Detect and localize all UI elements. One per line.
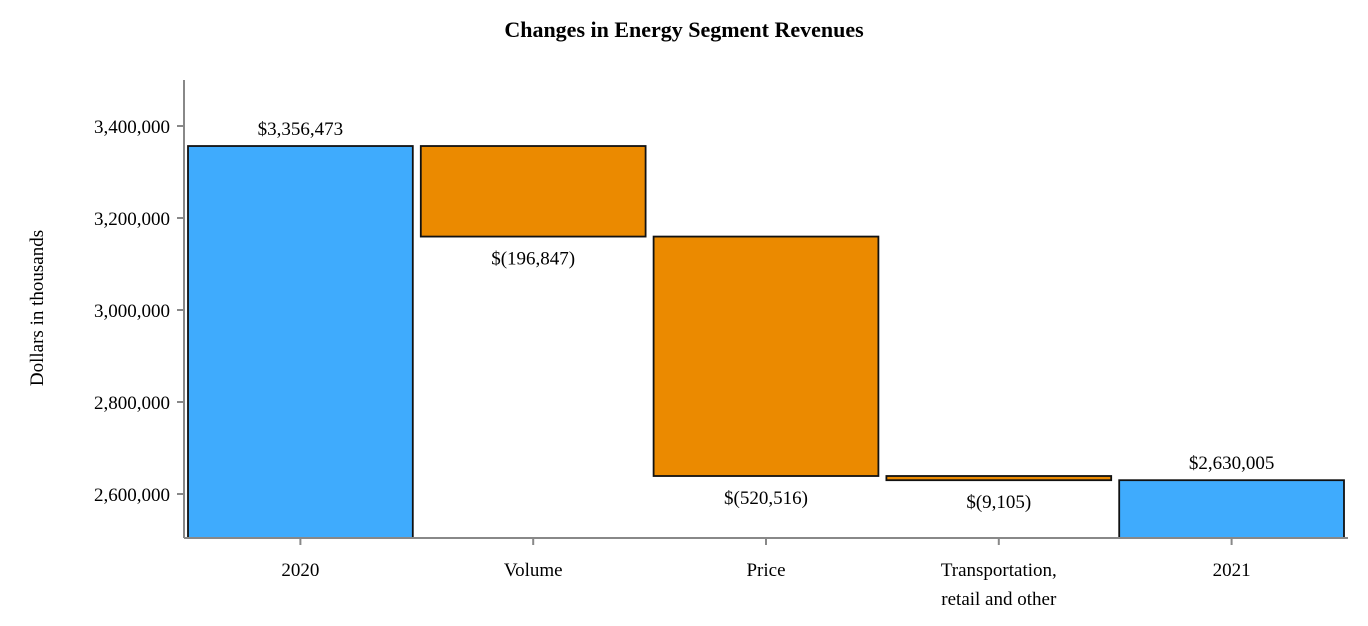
- x-tick-label-4: 2021: [1213, 560, 1251, 581]
- x-tick-label-0: 2020: [281, 560, 319, 581]
- axes-layer: [177, 80, 1348, 545]
- data-label-4: $2,630,005: [1189, 453, 1275, 474]
- chart-title: Changes in Energy Segment Revenues: [504, 17, 864, 42]
- y-tick-label-1: 2,800,000: [94, 393, 170, 414]
- y-tick-label-4: 3,400,000: [94, 117, 170, 138]
- bar-2: [652, 235, 880, 477]
- x-tick-label-1: Volume: [504, 560, 563, 581]
- y-tick-label-3: 3,200,000: [94, 209, 170, 230]
- bar-0: [187, 145, 414, 539]
- bar-3: [885, 475, 1113, 482]
- y-tick-label-0: 2,600,000: [94, 485, 170, 506]
- data-label-1: $(196,847): [491, 249, 575, 270]
- data-label-0: $3,356,473: [258, 119, 344, 140]
- data-label-3: $(9,105): [966, 492, 1031, 513]
- x-tick-label-3-line-0: Transportation,: [941, 560, 1057, 581]
- bar-1: [419, 145, 647, 238]
- x-tick-label-2: Price: [746, 560, 785, 581]
- data-label-2: $(520,516): [724, 488, 808, 509]
- labels-layer: $3,356,473 $(196,847) $(520,516) $(9,105) $2…: [94, 117, 1274, 610]
- bars-layer: [187, 145, 1345, 539]
- bar-4: [1118, 479, 1345, 539]
- x-tick-label-3-line-1: retail and other: [941, 589, 1057, 610]
- y-tick-label-2: 3,000,000: [94, 301, 170, 322]
